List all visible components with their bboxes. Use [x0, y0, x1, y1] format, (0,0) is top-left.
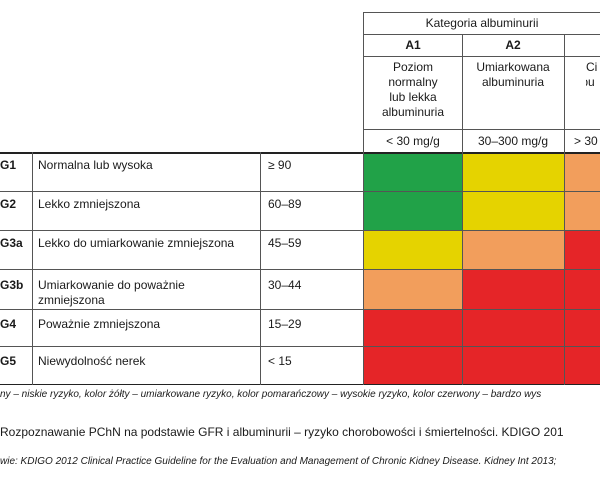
- description-line: Poziom: [392, 60, 433, 74]
- row-label-g3b: Umiarkowanie do poważnie zmniejszona: [38, 278, 185, 308]
- divider: [364, 129, 600, 130]
- description-line: Umiarkowana: [476, 60, 550, 74]
- divider: [0, 152, 600, 154]
- divider: [0, 269, 600, 270]
- risk-cell-red: [565, 231, 600, 269]
- description-line: lub lekka: [389, 90, 437, 104]
- row-code-g3a: G3a: [0, 236, 32, 251]
- row-code-g5: G5: [0, 354, 32, 369]
- code-text: G3a: [0, 236, 23, 250]
- column-code-a3: [564, 36, 600, 54]
- row-label-g2: Lekko zmniejszona: [38, 197, 140, 212]
- code-text: G3b: [0, 278, 24, 292]
- risk-cell-red: [463, 270, 564, 309]
- divider: [363, 12, 364, 385]
- risk-cell-red: [565, 347, 600, 384]
- row-gfr-g2: 60–89: [268, 197, 302, 211]
- risk-cell-orange: [565, 154, 600, 191]
- figure-caption: Rozpoznawanie PChN na podstawie GFR i al…: [0, 425, 564, 439]
- row-gfr-g3b: 30–44: [268, 278, 302, 292]
- label-line: Umiarkowanie do poważnie: [38, 278, 185, 292]
- column-range-a1: < 30 mg/g: [386, 134, 440, 148]
- row-code-g3b: G3b: [0, 278, 32, 293]
- column-range-a2: 30–300 mg/g: [477, 134, 549, 148]
- row-label-g3a: Lekko do umiarkowanie zmniejszona: [38, 236, 234, 251]
- description-line: normalny: [388, 75, 438, 89]
- row-label-g5: Niewydolność nerek: [38, 354, 145, 369]
- source-caption: wie: KDIGO 2012 Clinical Practice Guidel…: [0, 456, 557, 467]
- row-gfr-g5: < 15: [268, 354, 292, 368]
- row-code-g4: G4: [0, 317, 32, 332]
- row-gfr-g1: ≥ 90: [268, 158, 292, 172]
- label-line: Niewydolność nerek: [38, 354, 146, 368]
- risk-legend-caption: ny – niskie ryzyko, kolor żółty – umiark…: [0, 389, 542, 400]
- risk-cell-green: [364, 154, 462, 191]
- description-line: albuminuria: [481, 75, 545, 89]
- row-label-g4: Poważnie zmniejszona: [38, 317, 160, 332]
- risk-cell-red: [565, 310, 600, 346]
- divider: [364, 34, 600, 35]
- risk-cell-red: [364, 310, 462, 346]
- divider: [564, 34, 565, 385]
- description-line: Ci: [586, 60, 598, 74]
- label-line: Lekko do umiarkowanie zmniejszona: [38, 236, 235, 250]
- albuminuria-category-title: Kategoria albuminurii: [425, 16, 539, 30]
- column-range-a3: > 30: [574, 134, 598, 148]
- description-line: albuminuria: [381, 105, 445, 119]
- row-code-g2: G2: [0, 197, 32, 212]
- column-code-a1: A1: [405, 38, 421, 52]
- risk-cell-orange: [463, 231, 564, 269]
- divider: [0, 230, 600, 231]
- divider: [364, 56, 600, 57]
- risk-cell-orange: [364, 270, 462, 309]
- column-description-a1: Poziom normalny lub lekka albuminuria: [364, 60, 462, 120]
- divider: [0, 346, 600, 347]
- label-line: zmniejszona: [38, 293, 105, 307]
- risk-cell-red: [364, 347, 462, 384]
- risk-cell-orange: [565, 192, 600, 230]
- code-text: G5: [0, 354, 17, 368]
- column-description-a3: Ci albu: [586, 60, 600, 90]
- row-gfr-g4: 15–29: [268, 317, 302, 331]
- label-line: Lekko zmniejszona: [38, 197, 141, 211]
- label-line: Poważnie zmniejszona: [38, 317, 161, 331]
- code-text: G4: [0, 317, 17, 331]
- code-text: G2: [0, 197, 17, 211]
- risk-cell-red: [565, 270, 600, 309]
- divider: [462, 34, 463, 385]
- divider: [364, 12, 600, 13]
- risk-cell-yellow: [463, 192, 564, 230]
- column-description-a2: Umiarkowana albuminuria: [462, 60, 564, 90]
- risk-cell-green: [364, 192, 462, 230]
- risk-cell-red: [463, 347, 564, 384]
- divider: [0, 191, 600, 192]
- row-code-g1: G1: [0, 158, 32, 173]
- divider: [260, 152, 261, 385]
- risk-cell-red: [463, 310, 564, 346]
- divider: [0, 384, 600, 385]
- divider: [32, 152, 33, 385]
- column-code-a2: A2: [505, 38, 521, 52]
- description-line: albu: [586, 75, 595, 89]
- code-text: G1: [0, 158, 17, 172]
- risk-cell-yellow: [364, 231, 462, 269]
- risk-cell-yellow: [463, 154, 564, 191]
- divider: [0, 309, 600, 310]
- row-gfr-g3a: 45–59: [268, 236, 302, 250]
- label-line: Normalna lub wysoka: [38, 158, 153, 172]
- row-label-g1: Normalna lub wysoka: [38, 158, 153, 173]
